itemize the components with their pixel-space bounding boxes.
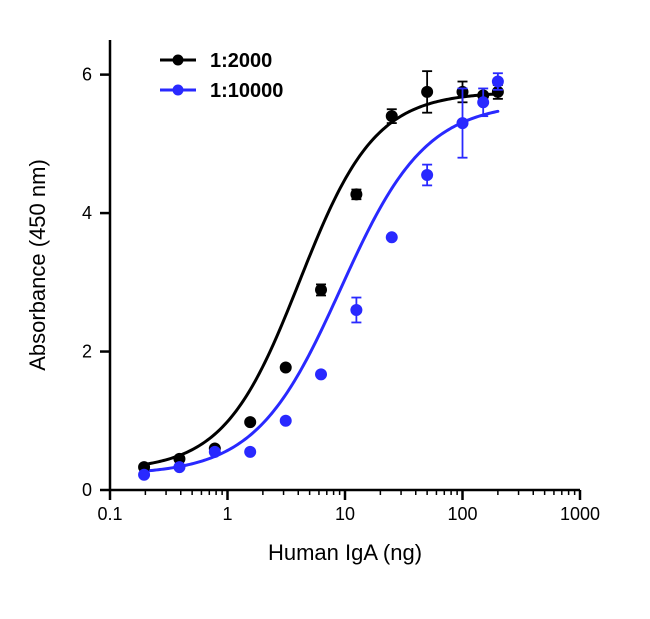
x-tick-label: 10 <box>335 504 355 524</box>
data-point <box>386 111 397 122</box>
y-tick-label: 6 <box>82 65 92 85</box>
x-axis-label: Human IgA (ng) <box>268 540 422 565</box>
data-point <box>280 415 291 426</box>
data-point <box>386 232 397 243</box>
x-tick-label: 1 <box>222 504 232 524</box>
data-point <box>316 284 327 295</box>
data-point <box>478 97 489 108</box>
data-point <box>139 469 150 480</box>
data-point <box>316 369 327 380</box>
data-point <box>174 462 185 473</box>
fit-curve <box>144 94 498 465</box>
data-point <box>245 417 256 428</box>
data-point <box>280 362 291 373</box>
y-tick-label: 4 <box>82 203 92 223</box>
data-point <box>351 189 362 200</box>
data-point <box>245 446 256 457</box>
data-point <box>457 118 468 129</box>
legend-label: 1:10000 <box>210 80 283 102</box>
chart-svg: 0.1 1 10 100 1000 0 2 4 6 Human IgA (ng) Absorbanc… <box>0 0 650 619</box>
y-tick-label: 2 <box>82 342 92 362</box>
x-tick-label: 1000 <box>560 504 600 524</box>
x-tick-label: 100 <box>447 504 477 524</box>
y-axis-label: Absorbance (450 nm) <box>25 159 50 371</box>
data-point <box>492 76 503 87</box>
data-point <box>422 170 433 181</box>
x-tick-label: 0.1 <box>97 504 122 524</box>
data-point <box>209 446 220 457</box>
y-tick-label: 0 <box>82 480 92 500</box>
dose-response-chart: 0.1 1 10 100 1000 0 2 4 6 Human IgA (ng) Absorbanc… <box>0 0 650 619</box>
data-point <box>422 86 433 97</box>
data-point <box>351 305 362 316</box>
legend-label: 1:2000 <box>210 50 272 72</box>
